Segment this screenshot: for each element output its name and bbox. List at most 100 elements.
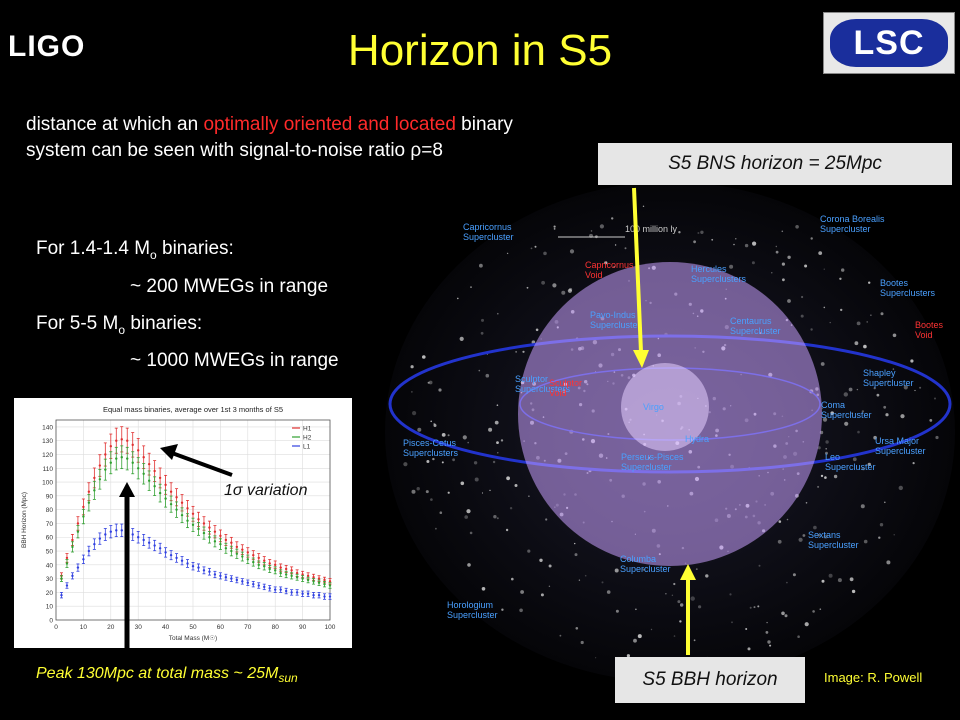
data-point <box>175 508 178 511</box>
galaxy-dot <box>884 501 886 504</box>
data-point <box>312 580 315 583</box>
galaxy-dot <box>765 631 769 634</box>
galaxy-dot <box>825 451 828 455</box>
data-point <box>241 580 244 583</box>
data-point <box>82 505 85 509</box>
galaxy-dot <box>469 531 473 535</box>
data-point <box>120 438 123 441</box>
data-point <box>115 529 118 532</box>
galaxy-dot <box>693 639 696 642</box>
galaxy-dot <box>828 573 833 578</box>
galaxy-dot <box>775 250 779 254</box>
galaxy-dot <box>624 247 627 250</box>
region-label: Capricornus Void <box>585 260 634 280</box>
y-tick-label: 70 <box>46 521 54 528</box>
galaxy-dot <box>559 634 562 637</box>
data-point <box>290 591 293 594</box>
galaxy-dot <box>885 413 889 417</box>
galaxy-dot <box>852 457 857 462</box>
galaxy-dot <box>753 606 756 609</box>
galaxy-dot <box>488 427 493 432</box>
region-label: Ursa Major Supercluster <box>875 436 926 456</box>
galaxy-dot <box>693 240 696 244</box>
data-point <box>137 536 140 539</box>
bbh-arrow-head <box>680 564 696 580</box>
data-point <box>263 559 266 562</box>
galaxy-dot <box>863 344 867 349</box>
legend-label: L1 <box>303 444 311 451</box>
galaxy-dot <box>506 476 510 481</box>
x-tick-label: 100 <box>325 624 336 631</box>
galaxy-dot <box>749 606 752 609</box>
data-point <box>104 453 107 456</box>
galaxy-dot <box>752 241 757 246</box>
galaxy-dot <box>474 477 479 482</box>
data-point <box>197 566 200 569</box>
galaxy-dot <box>553 228 556 230</box>
galaxy-dot <box>698 605 702 609</box>
data-point <box>98 478 102 481</box>
data-point <box>224 547 228 550</box>
galaxy-dot <box>447 434 450 437</box>
region-label: Perseus-Pisces Supercluster <box>621 452 684 472</box>
galaxy-dot <box>883 405 887 409</box>
galaxy-dot <box>878 536 881 539</box>
galaxy-dot <box>433 424 437 427</box>
galaxy-dot <box>851 412 853 414</box>
data-point <box>230 541 233 544</box>
data-point <box>246 558 249 561</box>
data-point <box>109 461 113 464</box>
galaxy-dot <box>677 600 681 604</box>
region-label: Centaurus Supercluster <box>730 316 781 336</box>
galaxy-dot <box>606 590 611 594</box>
data-point <box>137 467 140 470</box>
galaxy-dot <box>494 420 499 425</box>
region-label: Pisces-Cetus Superclusters <box>403 438 459 458</box>
data-point <box>164 483 167 487</box>
data-point <box>98 464 102 467</box>
data-point <box>115 457 118 460</box>
variation-label: 1σ variation <box>224 482 308 499</box>
galaxy-dot <box>501 608 504 611</box>
data-point <box>306 574 310 578</box>
data-point <box>208 526 211 529</box>
binaries-line-3-suffix: binaries: <box>125 313 203 334</box>
galaxy-dot <box>784 614 788 618</box>
peak-arrow-head <box>119 482 135 497</box>
galaxy-dot <box>781 262 785 266</box>
data-point <box>263 565 266 568</box>
galaxy-dot <box>642 568 645 571</box>
galaxy-dot <box>837 578 842 583</box>
galaxy-dot <box>934 397 936 400</box>
region-label: Pavo-Indus Supercluster <box>590 310 641 330</box>
binaries-line-1-sub: o <box>150 247 157 262</box>
data-point <box>164 551 167 554</box>
data-point <box>191 523 195 527</box>
x-tick-label: 0 <box>54 624 58 631</box>
data-point <box>65 562 69 565</box>
x-tick-label: 20 <box>107 624 115 631</box>
data-point <box>120 529 123 532</box>
galaxy-dot <box>553 225 556 228</box>
galaxy-dot <box>801 295 804 299</box>
galaxy-dot <box>422 355 426 359</box>
galaxy-dot <box>500 439 504 442</box>
galaxy-dot <box>679 620 682 623</box>
galaxy-dot <box>823 306 826 309</box>
data-point <box>126 439 129 442</box>
data-point <box>268 562 271 565</box>
galaxy-dot <box>481 587 486 591</box>
galaxy-dot <box>733 243 735 246</box>
data-point <box>142 472 145 475</box>
lsc-logo-text: LSC <box>853 23 925 62</box>
data-point <box>323 578 326 582</box>
galaxy-dot <box>854 341 859 346</box>
y-tick-label: 100 <box>42 480 53 487</box>
data-point <box>87 549 91 553</box>
x-tick-label: 40 <box>162 624 170 631</box>
galaxy-dot <box>426 460 430 463</box>
lsc-logo: LSC <box>823 12 955 74</box>
y-tick-label: 90 <box>46 493 54 500</box>
binaries-line-1-text: For 1.4-1.4 M <box>36 238 151 259</box>
galaxy-dot <box>466 509 471 514</box>
